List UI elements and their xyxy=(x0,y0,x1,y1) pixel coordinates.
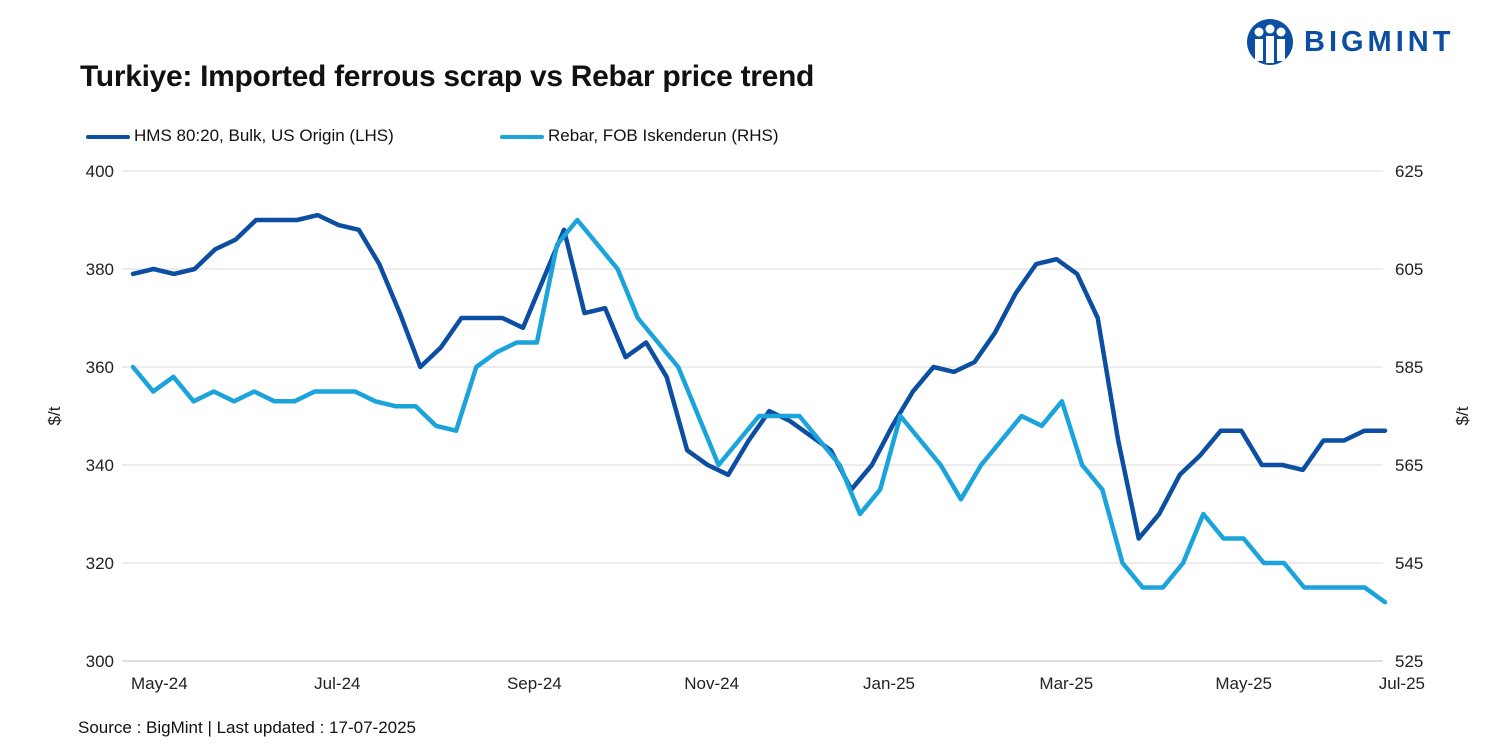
people-icon xyxy=(1247,19,1293,65)
series-line-hms xyxy=(130,212,1388,541)
x-tick-label: Sep-24 xyxy=(507,674,562,693)
x-tick-label: Mar-25 xyxy=(1039,674,1093,693)
x-tick-label: May-25 xyxy=(1215,674,1272,693)
y-left-tick-label: 320 xyxy=(86,554,114,573)
source-note: Source : BigMint | Last updated : 17-07-… xyxy=(78,718,417,737)
series-line-rebar xyxy=(130,217,1388,605)
brand-name: BIGMINT xyxy=(1304,26,1455,58)
y-axis-right: 525 545 565 585 605 625 xyxy=(1395,162,1423,671)
legend-label-rebar: Rebar, FOB Iskenderun (RHS) xyxy=(548,126,779,145)
y-left-tick-label: 400 xyxy=(86,162,114,181)
legend-label-hms: HMS 80:20, Bulk, US Origin (LHS) xyxy=(134,126,394,145)
x-axis: May-24 Jul-24 Sep-24 Nov-24 Jan-25 Mar-25 May-… xyxy=(131,674,1425,693)
legend-item-hms: HMS 80:20, Bulk, US Origin (LHS) xyxy=(86,126,394,146)
x-tick-label: Nov-24 xyxy=(684,674,739,693)
y-axis-left: 300 320 340 360 380 400 xyxy=(86,162,114,671)
legend-swatch-rebar xyxy=(500,134,544,139)
y-right-tick-label: 605 xyxy=(1395,260,1423,279)
y-left-tick-label: 300 xyxy=(86,652,114,671)
y-right-tick-label: 565 xyxy=(1395,456,1423,475)
y-right-tick-label: 585 xyxy=(1395,358,1423,377)
y-axis-left-label: $/t xyxy=(45,406,64,425)
y-left-tick-label: 360 xyxy=(86,358,114,377)
y-right-tick-label: 525 xyxy=(1395,652,1423,671)
x-tick-label: Jan-25 xyxy=(863,674,915,693)
y-axis-right-label: $/t xyxy=(1453,406,1472,425)
series-lines xyxy=(130,212,1388,605)
chart-title: Turkiye: Imported ferrous scrap vs Rebar… xyxy=(80,60,815,93)
gridlines xyxy=(122,170,1383,662)
x-tick-label: May-24 xyxy=(131,674,188,693)
x-tick-label: Jul-25 xyxy=(1379,674,1425,693)
x-tick-label: Jul-24 xyxy=(314,674,360,693)
legend-item-rebar: Rebar, FOB Iskenderun (RHS) xyxy=(500,126,779,146)
y-right-tick-label: 545 xyxy=(1395,554,1423,573)
y-right-tick-label: 625 xyxy=(1395,162,1423,181)
brand-logo: BIGMINT xyxy=(1246,18,1486,66)
legend-swatch-hms xyxy=(86,134,130,139)
y-left-tick-label: 340 xyxy=(86,456,114,475)
y-left-tick-label: 380 xyxy=(86,260,114,279)
